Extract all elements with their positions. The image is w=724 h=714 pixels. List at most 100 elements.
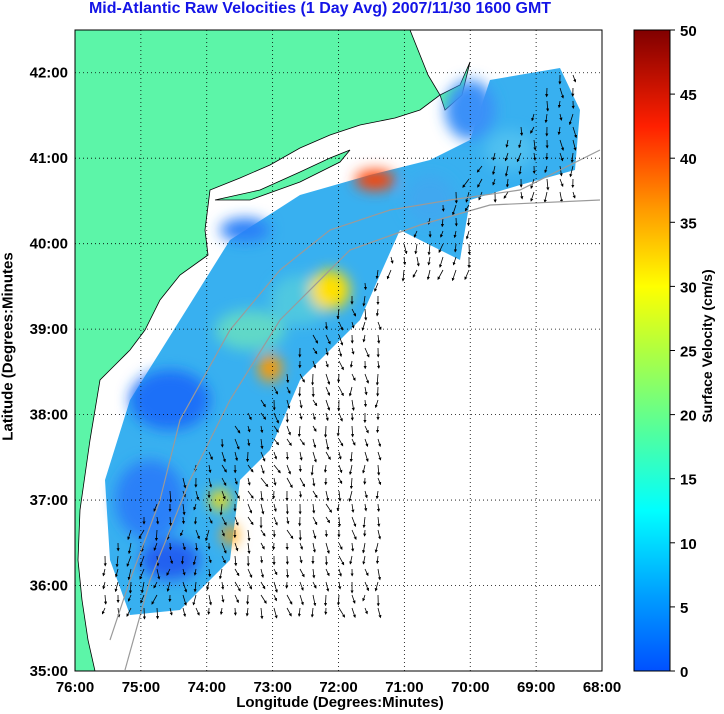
velocity-arrow xyxy=(351,594,356,604)
velocity-arrow xyxy=(286,529,294,540)
velocity-arrow xyxy=(338,542,343,550)
velocity-arrow xyxy=(208,568,212,578)
velocity-arrow xyxy=(273,451,278,460)
velocity-arrow xyxy=(166,581,171,592)
velocity-arrow xyxy=(362,295,366,307)
velocity-arrow xyxy=(153,581,158,589)
velocity-arrow xyxy=(247,425,251,433)
velocity-arrow xyxy=(325,581,330,592)
velocity-arrow xyxy=(351,542,355,552)
velocity-arrow xyxy=(377,464,381,476)
velocity-arrow xyxy=(219,503,223,516)
velocity-arrow xyxy=(426,269,431,281)
x-tick-label: 74:00 xyxy=(188,679,226,696)
velocity-arrow xyxy=(504,152,509,162)
y-tick-label: 37:00 xyxy=(30,492,68,509)
velocity-arrow xyxy=(375,490,379,500)
velocity-arrow xyxy=(546,100,550,112)
x-tick-label: 68:00 xyxy=(583,679,621,696)
velocity-arrow xyxy=(374,399,379,409)
velocity-arrow xyxy=(245,451,250,463)
velocity-arrow xyxy=(180,555,185,565)
velocity-arrow xyxy=(234,516,239,526)
velocity-arrow xyxy=(520,191,524,200)
velocity-arrow xyxy=(260,451,266,462)
velocity-arrow xyxy=(323,594,328,607)
velocity-arrow xyxy=(298,490,303,498)
velocity-arrow xyxy=(377,568,382,581)
velocity-arrow xyxy=(364,438,369,447)
velocity-arrow xyxy=(375,308,380,317)
velocity-arrow xyxy=(247,477,251,486)
velocity-arrow xyxy=(338,334,344,346)
velocity-arrow xyxy=(260,490,264,502)
velocity-arrow xyxy=(568,113,574,126)
velocity-arrow xyxy=(325,438,330,451)
velocity-arrow xyxy=(374,282,379,292)
velocity-arrow xyxy=(273,477,277,486)
velocity-arrow xyxy=(338,386,344,397)
velocity-arrow xyxy=(452,256,457,266)
velocity-arrow xyxy=(260,399,266,408)
velocity-arrow xyxy=(260,425,264,434)
velocity-arrow xyxy=(299,542,303,550)
velocity-arrow xyxy=(374,581,379,592)
velocity-arrow xyxy=(126,607,132,617)
velocity-arrow xyxy=(285,451,289,461)
colorbar-tick-label: 30 xyxy=(680,279,697,296)
velocity-arrow xyxy=(195,529,200,540)
velocity-arrow xyxy=(299,555,303,564)
velocity-arrow xyxy=(546,178,550,191)
velocity-arrow xyxy=(438,243,444,254)
velocity-arrow xyxy=(182,581,188,593)
x-tick-label: 71:00 xyxy=(385,679,423,696)
velocity-arrow xyxy=(221,542,227,554)
velocity-arrow xyxy=(273,568,278,576)
velocity-arrow xyxy=(140,581,145,594)
velocity-arrow xyxy=(559,178,564,188)
velocity-arrow xyxy=(218,568,223,580)
velocity-arrow xyxy=(440,217,445,228)
velocity-arrow xyxy=(376,360,381,369)
velocity-arrow xyxy=(114,568,119,578)
velocity-arrow xyxy=(377,607,382,619)
velocity-arrow xyxy=(260,568,265,578)
velocity-arrow xyxy=(377,334,381,344)
velocity-arrow xyxy=(234,555,238,567)
velocity-arrow xyxy=(115,555,119,568)
y-tick-label: 38:00 xyxy=(30,407,68,424)
y-tick-label: 36:00 xyxy=(30,578,68,595)
velocity-arrow xyxy=(362,555,366,565)
velocity-arrow xyxy=(219,607,224,615)
velocity-arrow xyxy=(338,555,345,566)
velocity-arrow xyxy=(272,542,276,551)
velocity-arrow xyxy=(169,490,173,503)
velocity-arrow xyxy=(155,607,160,620)
map-title: Mid-Atlantic Raw Velocities (1 Day Avg) … xyxy=(88,0,552,17)
velocity-arrow xyxy=(325,334,331,345)
velocity-arrow xyxy=(325,490,330,502)
velocity-arrow xyxy=(312,360,317,369)
y-tick-label: 39:00 xyxy=(30,321,68,338)
velocity-arrow xyxy=(299,477,305,488)
velocity-arrow xyxy=(362,334,366,343)
velocity-arrow xyxy=(351,438,356,446)
velocity-arrow xyxy=(401,269,405,282)
velocity-arrow xyxy=(102,568,106,577)
colorbar-tick-label: 10 xyxy=(680,536,697,553)
velocity-arrow xyxy=(427,256,431,266)
velocity-field xyxy=(101,68,580,620)
colorbar xyxy=(633,29,671,672)
colorbar-tick-label: 45 xyxy=(680,87,697,104)
velocity-arrow xyxy=(338,477,343,485)
velocity-arrow xyxy=(325,347,329,356)
velocity-arrow xyxy=(208,464,212,474)
velocity-arrow xyxy=(273,594,277,602)
velocity-arrow xyxy=(297,425,301,438)
y-tick-label: 42:00 xyxy=(30,65,68,82)
velocity-arrow xyxy=(336,594,341,606)
velocity-arrow xyxy=(166,568,171,576)
velocity-arrow xyxy=(363,282,368,291)
velocity-arrow xyxy=(310,464,314,476)
